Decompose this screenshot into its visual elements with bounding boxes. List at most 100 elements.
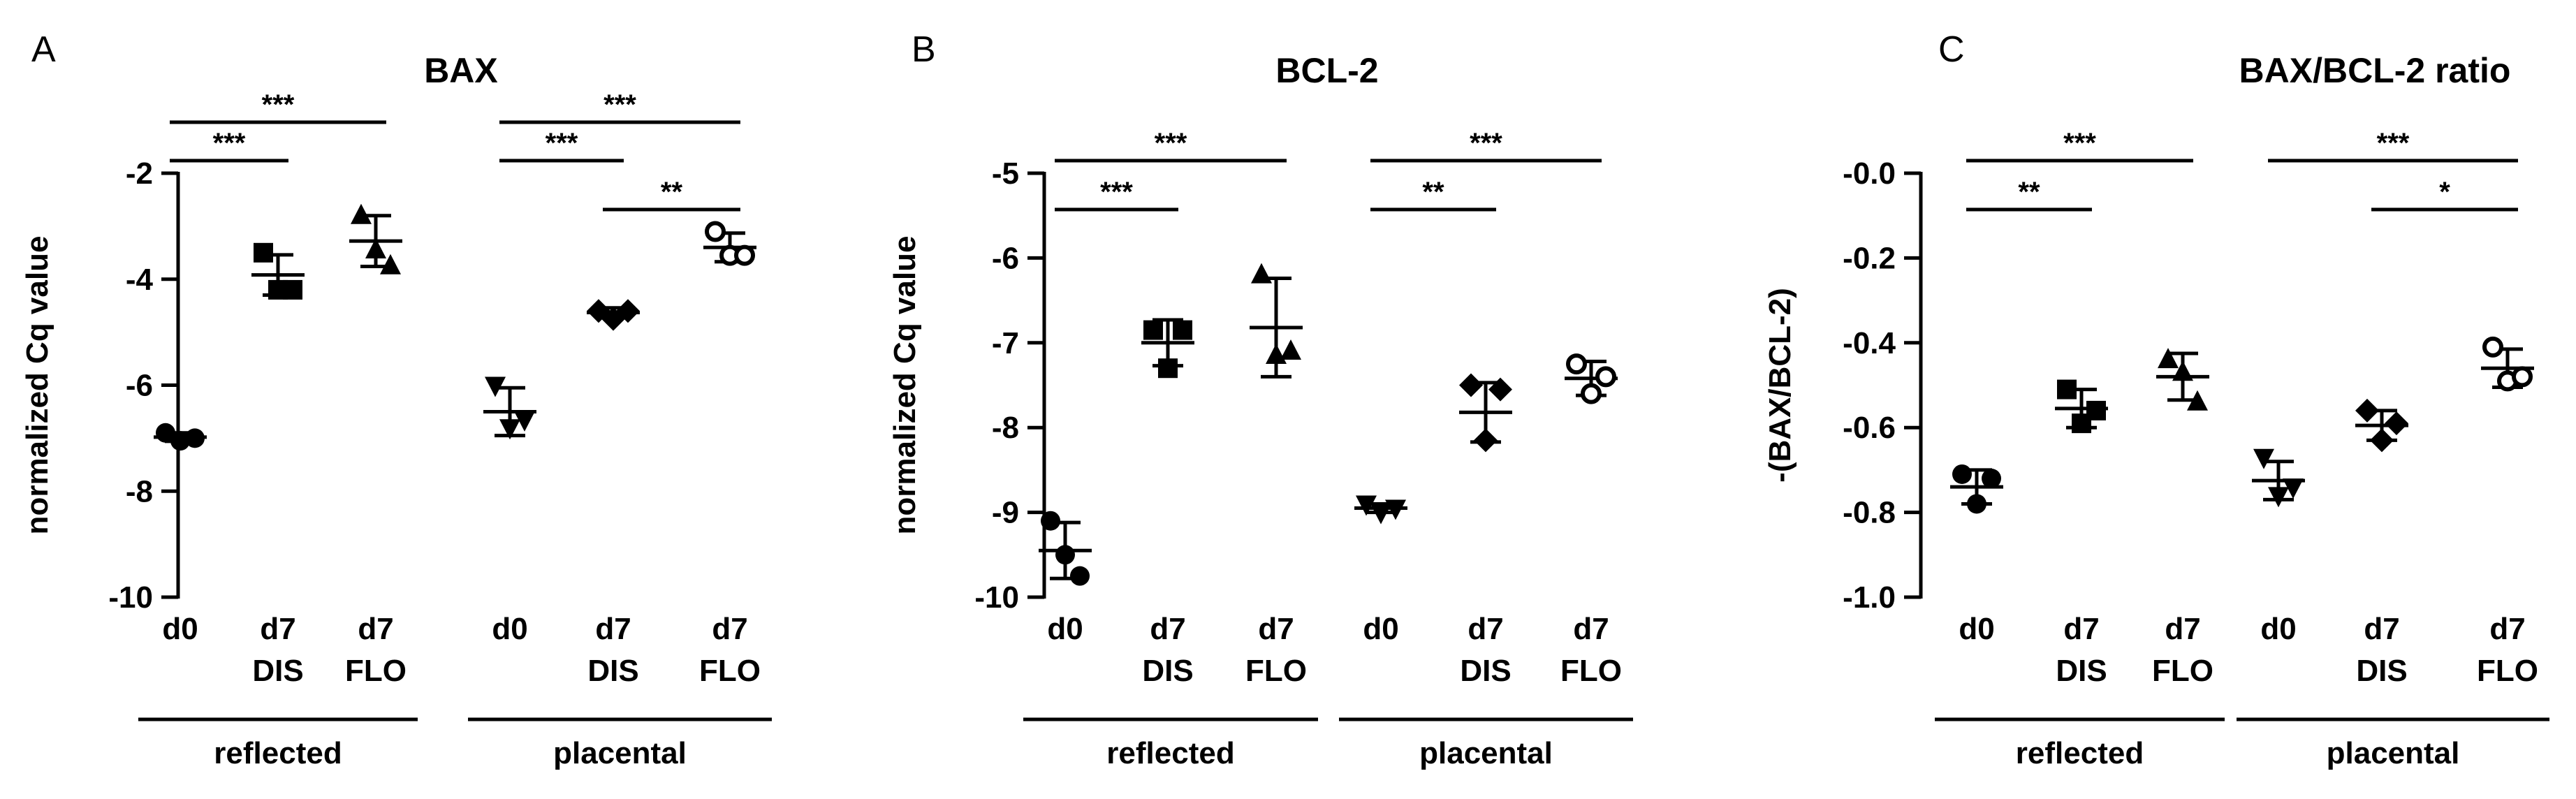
category-label: d0 [162, 612, 198, 646]
data-point [1280, 339, 1301, 360]
significance-label: *** [213, 128, 246, 159]
category-label: d7 [2489, 612, 2525, 646]
data-point [705, 221, 726, 242]
significance-label: ** [2018, 177, 2040, 207]
group-label: reflected [1106, 736, 1234, 770]
y-tick-label: -10 [974, 580, 1019, 615]
data-point [2253, 448, 2274, 469]
data-point [2172, 360, 2193, 381]
y-tick-label: -10 [108, 580, 153, 615]
y-tick-label: -6 [126, 369, 153, 403]
data-point [1041, 511, 1060, 531]
significance-label: *** [262, 89, 295, 120]
category-label: d7 [712, 612, 747, 646]
category-label: d0 [1047, 612, 1083, 646]
data-point [616, 299, 640, 323]
y-tick-label: -0.2 [1843, 241, 1896, 275]
y-tick-label: -8 [992, 411, 1019, 445]
data-point [156, 423, 175, 443]
category-label: FLO [1245, 654, 1307, 688]
group-label: placental [553, 736, 687, 770]
category-label: d7 [1573, 612, 1609, 646]
data-point [2158, 348, 2179, 369]
data-point [2355, 398, 2379, 423]
data-point [1055, 545, 1075, 565]
category-label: d0 [2260, 612, 2296, 646]
data-point [1143, 320, 1163, 340]
significance-label: *** [546, 128, 578, 159]
y-tick-label: -8 [126, 474, 153, 508]
group-label: placental [1419, 736, 1553, 770]
significance-label: ** [1422, 177, 1444, 207]
y-tick-label: -7 [992, 326, 1019, 360]
significance-label: *** [1100, 177, 1133, 207]
data-point [1459, 373, 1483, 397]
category-label: DIS [587, 654, 638, 688]
data-point [1158, 358, 1178, 379]
data-point [2482, 336, 2503, 358]
significance-label: ** [661, 177, 683, 207]
y-tick-label: -0.0 [1843, 156, 1896, 191]
category-label: d0 [1959, 612, 1994, 646]
data-point [2512, 366, 2533, 388]
panel-c: C BAX/BCL-2 ratio -1.0 -0.8 -0.6 -0.4 -0.2 -0.0… [1763, 29, 2549, 770]
category-label: FLO [2477, 654, 2538, 688]
y-tick-label: -4 [126, 263, 154, 297]
y-tick-label: -0.6 [1843, 411, 1896, 445]
data-point [1474, 428, 1498, 453]
category-label: d7 [1468, 612, 1503, 646]
data-point [2385, 411, 2408, 436]
data-point [1566, 353, 1587, 375]
significance-label: *** [2377, 128, 2410, 159]
data-point [365, 238, 386, 259]
data-point [1581, 383, 1602, 404]
significance-label: * [2439, 177, 2450, 207]
data-point [2187, 390, 2208, 411]
panel-letter: B [912, 29, 936, 70]
chart-title: BAX/BCL-2 ratio [2239, 51, 2511, 90]
category-label: d7 [595, 612, 631, 646]
category-label: d7 [2063, 612, 2099, 646]
data-point [1488, 377, 1512, 402]
y-tick-label: -9 [992, 496, 1019, 530]
y-axis-label: normalized Cq value [888, 236, 922, 535]
y-tick-label: -0.8 [1843, 496, 1896, 530]
group-label: reflected [214, 736, 342, 770]
data-point [514, 411, 535, 432]
significance-label: *** [1470, 128, 1502, 159]
data-point [1356, 495, 1377, 516]
category-label: DIS [1460, 654, 1511, 688]
category-label: DIS [1142, 654, 1193, 688]
chart-title: BAX [424, 51, 498, 90]
category-label: d7 [1150, 612, 1185, 646]
category-label: DIS [2056, 654, 2107, 688]
panel-b: B BCL-2 -10 -9 -8 -7 -6 -5 normalized Cq value d0… [888, 29, 1633, 770]
data-point [2370, 428, 2394, 453]
data-point [1251, 263, 1272, 284]
data-point [1952, 464, 1972, 484]
category-label: DIS [2356, 654, 2407, 688]
data-point [1385, 499, 1406, 520]
significance-label: *** [603, 89, 636, 120]
data-point [1370, 504, 1391, 525]
data-point [499, 419, 520, 440]
data-point [351, 203, 372, 224]
category-label: FLO [699, 654, 761, 688]
data-point [2057, 379, 2077, 400]
y-tick-label: -5 [992, 156, 1019, 191]
group-label: reflected [2016, 736, 2144, 770]
panel-letter: C [1938, 29, 1965, 70]
significance-label: *** [1155, 128, 1187, 159]
y-tick-label: -2 [126, 156, 153, 191]
data-point [283, 279, 302, 300]
category-label: d7 [260, 612, 295, 646]
data-point [1982, 469, 2001, 489]
data-point [734, 244, 755, 266]
panel-letter: A [31, 29, 56, 70]
group-label: placental [2327, 736, 2460, 770]
data-point [2086, 400, 2106, 420]
category-label: d7 [1258, 612, 1294, 646]
data-point [380, 254, 401, 274]
data-point [170, 431, 190, 451]
panel-a: A BAX -10 -8 -6 -4 -2 normalized Cq value d0 d7 DI… [20, 29, 772, 770]
